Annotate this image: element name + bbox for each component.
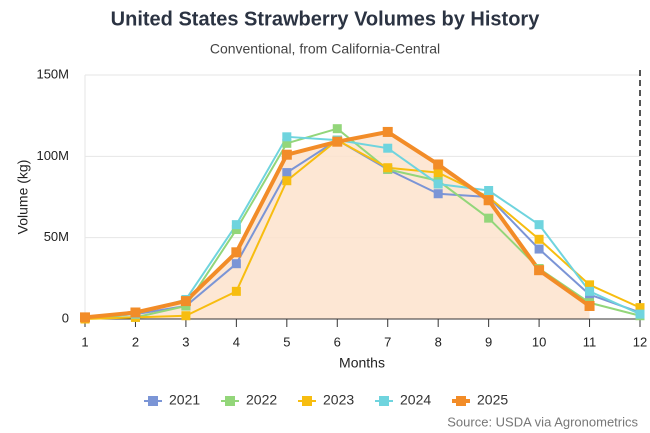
point (534, 244, 544, 254)
point (585, 286, 595, 296)
line (84, 139, 641, 320)
point (282, 132, 292, 142)
point (433, 179, 443, 189)
point (231, 259, 241, 269)
x-tick-label: 10 (532, 334, 546, 349)
point (281, 149, 292, 160)
point (534, 220, 544, 230)
x-tick-label: 6 (334, 334, 341, 349)
x-tick-label: 9 (485, 334, 492, 349)
x-axis-title: Months (339, 355, 385, 371)
point (483, 195, 494, 206)
point (231, 225, 241, 235)
point (80, 312, 90, 323)
legend-marker (302, 396, 312, 406)
point (130, 307, 141, 318)
source-note: Source: USDA via Agronometrics (447, 414, 638, 429)
point (231, 220, 241, 230)
x-tick-label: 5 (283, 334, 290, 349)
point (585, 280, 595, 290)
legend-label: 2022 (246, 392, 277, 408)
point (332, 136, 343, 147)
point (282, 168, 292, 178)
x-tick-label: 7 (384, 334, 391, 349)
point (383, 143, 393, 153)
point (433, 168, 443, 178)
legend-label: 2021 (169, 392, 200, 408)
point (231, 286, 241, 296)
point (635, 303, 645, 313)
chart-subtitle: Conventional, from California-Central (210, 41, 440, 57)
point (433, 189, 443, 199)
y-axis-title: Volume (kg) (15, 160, 31, 235)
point (282, 176, 292, 186)
legend-label: 2025 (477, 392, 508, 408)
y-tick-label: 0 (62, 310, 69, 325)
legend-label: 2024 (400, 392, 431, 408)
point (584, 300, 595, 311)
point (534, 265, 545, 276)
x-tick-label: 2 (132, 334, 139, 349)
chart-title: United States Strawberry Volumes by Hist… (111, 8, 541, 30)
x-tick-label: 1 (81, 334, 88, 349)
legend-marker (379, 396, 389, 406)
x-tick-label: 12 (633, 334, 647, 349)
point (332, 124, 342, 134)
point (180, 296, 191, 307)
y-tick-label: 150M (36, 66, 69, 81)
x-tick-label: 8 (435, 334, 442, 349)
point (282, 138, 292, 148)
point (484, 213, 494, 223)
y-tick-label: 50M (44, 229, 69, 244)
y-tick-label: 100M (36, 148, 69, 163)
x-tick-label: 4 (233, 334, 240, 349)
x-tick-label: 3 (182, 334, 189, 349)
point (433, 159, 444, 170)
area (85, 131, 590, 319)
x-tick-label: 11 (583, 334, 597, 349)
legend-marker (456, 396, 466, 406)
point (484, 185, 494, 195)
legend-label: 2023 (323, 392, 354, 408)
legend-marker (148, 396, 158, 406)
point (383, 163, 393, 173)
point (181, 311, 191, 321)
point (635, 309, 645, 319)
point (534, 234, 544, 244)
point (382, 126, 393, 137)
point (231, 247, 242, 258)
legend-marker (225, 396, 235, 406)
